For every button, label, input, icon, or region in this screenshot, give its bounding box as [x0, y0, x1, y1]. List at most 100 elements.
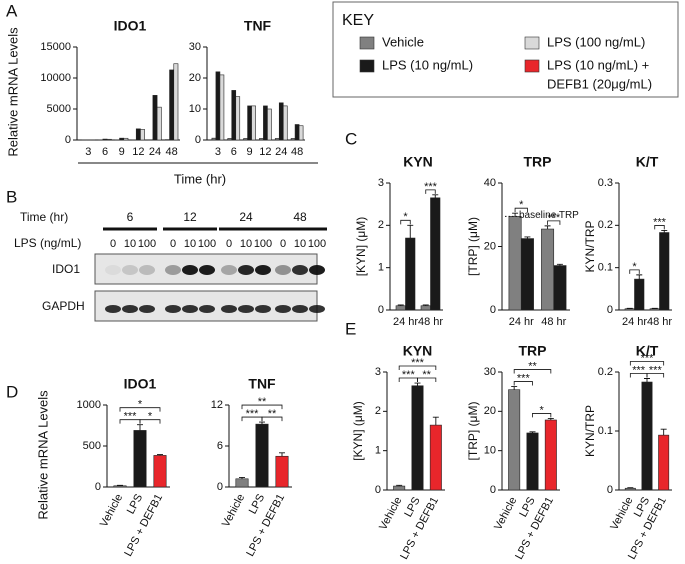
bar [282, 105, 288, 141]
significance-bracket [629, 361, 665, 366]
y-tick-label: 0.1 [598, 262, 613, 274]
bar [624, 308, 635, 311]
y-tick-label: 0 [195, 134, 201, 146]
x-tick-label: Vehicle [377, 495, 404, 532]
bar [235, 96, 241, 141]
bar [156, 106, 162, 141]
y-tick-label: 2 [375, 405, 381, 417]
x-tick-label: 48 hr [418, 316, 443, 328]
blot-band [255, 265, 271, 275]
x-tick-label: 9 [119, 146, 125, 158]
blot-band [221, 305, 237, 313]
error-bar [259, 421, 265, 425]
y-tick-label: 0 [378, 304, 384, 316]
x-tick-label: 6 [231, 146, 237, 158]
x-tick-label: LPS [247, 492, 267, 516]
y-axis-label: KYN/TRP [583, 220, 597, 272]
bar [520, 238, 534, 311]
significance-label: * [403, 211, 408, 223]
error-bar [512, 212, 519, 217]
y-tick-label: 15000 [40, 41, 71, 53]
significance-label: * [148, 411, 153, 423]
y-axis-label: [KYN] (μM) [354, 217, 368, 277]
blot-dose: 10 [124, 238, 136, 250]
bar [553, 265, 567, 311]
y-tick-label: 3 [375, 366, 381, 378]
bar [169, 69, 175, 141]
chart-title: TNF [244, 18, 272, 34]
chart-title: KYN [403, 154, 433, 170]
panel-letter: E [345, 319, 356, 338]
blot-band [275, 265, 291, 275]
bar [294, 124, 300, 141]
blot-band [238, 265, 254, 275]
bar [274, 138, 280, 141]
y-tick-label: 0 [375, 484, 381, 496]
key-label: LPS (10 ng/mL) [382, 57, 473, 72]
blot-dose: 100 [138, 238, 156, 250]
significance-label: *** [411, 357, 425, 369]
y-tick-label: 0.1 [598, 425, 613, 437]
chart-title: IDO1 [124, 376, 157, 392]
bar [634, 278, 645, 311]
x-tick-label: 6 [102, 146, 108, 158]
bar [544, 419, 557, 491]
blot-dose: 10 [294, 238, 306, 250]
blot-band [199, 265, 215, 275]
blot-dose: 100 [308, 238, 326, 250]
bar [429, 424, 442, 491]
bar [263, 105, 268, 141]
x-tick-label: 24 [149, 146, 161, 158]
error-bar [636, 274, 643, 280]
blot-dose-label: LPS (ng/mL) [14, 236, 81, 250]
x-tick-label: 48 hr [541, 316, 566, 328]
blot-band [309, 265, 325, 275]
significance-label: *** [402, 369, 416, 381]
key-swatch [524, 36, 540, 50]
significance-bracket [400, 219, 411, 225]
blot-band [182, 265, 198, 275]
bar [211, 137, 217, 141]
bar [173, 63, 179, 141]
x-tick-label: 48 hr [647, 316, 672, 328]
error-bar [661, 229, 668, 233]
significance-bracket [139, 419, 161, 424]
bar [102, 138, 108, 141]
y-tick-label: 0 [65, 134, 71, 146]
y-tick-label: 30 [189, 41, 201, 53]
significance-label: *** [124, 411, 138, 423]
bar [123, 137, 129, 141]
key-label: LPS (100 ng/mL) [547, 34, 645, 49]
bar [231, 90, 237, 141]
chart-title: K/T [636, 154, 659, 170]
x-tick-label: 24 hr [622, 316, 647, 328]
blot-dose: 0 [170, 238, 176, 250]
x-tick-label: 24 [275, 146, 287, 158]
y-tick-label: 0 [490, 304, 496, 316]
blot-band [165, 305, 181, 313]
bar [135, 128, 141, 141]
significance-label: *** [246, 408, 260, 420]
error-bar [414, 382, 421, 386]
bar [235, 478, 249, 488]
panel-letter: D [6, 382, 18, 401]
x-tick-label: 24 hr [393, 316, 418, 328]
error-bar [422, 304, 429, 306]
y-tick-label: 500 [83, 440, 101, 452]
y-tick-label: 20 [484, 405, 496, 417]
significance-label: *** [517, 372, 531, 384]
bar [278, 102, 284, 141]
bar [275, 455, 289, 488]
significance-bracket [119, 407, 161, 412]
error-bar [397, 304, 404, 306]
significance-label: *** [649, 364, 663, 376]
panel-letter: B [6, 187, 17, 206]
significance-label: *** [424, 181, 438, 193]
y-tick-label: 30 [484, 366, 496, 378]
blot-time: 12 [183, 210, 197, 224]
error-bar [239, 476, 245, 479]
bar [526, 432, 539, 491]
significance-label: *** [653, 216, 667, 228]
significance-bracket [514, 207, 528, 213]
blot-dose: 100 [254, 238, 272, 250]
